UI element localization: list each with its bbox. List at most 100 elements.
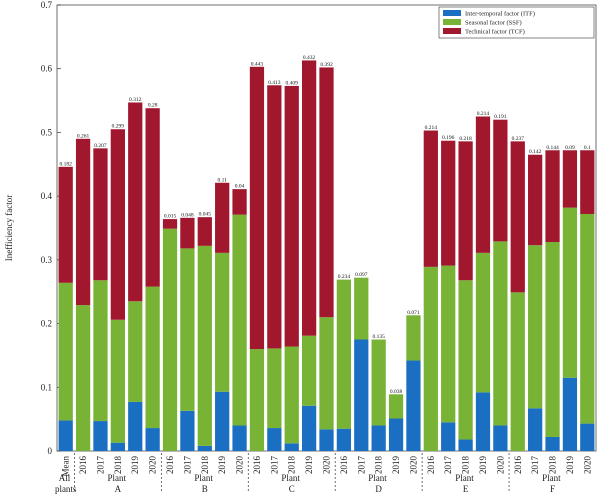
bar-segment <box>580 213 595 424</box>
value-label: 0.218 <box>459 136 472 142</box>
bar-segment <box>75 305 91 451</box>
bar-segment <box>75 138 91 306</box>
y-tick-label: 0.5 <box>41 127 53 137</box>
y-tick-label: 0.3 <box>41 255 53 265</box>
x-tick-label: 2018 <box>200 456 210 475</box>
x-tick-label: 2016 <box>78 456 88 475</box>
value-label: 0.045 <box>199 212 212 218</box>
x-tick-label: 2017 <box>269 456 279 475</box>
bar-segment <box>319 317 334 430</box>
x-tick-label: 2016 <box>165 456 175 475</box>
bar-segment <box>580 423 595 451</box>
bar-segment <box>267 85 282 349</box>
bar-segment <box>93 421 108 451</box>
value-label: 0.071 <box>407 310 420 316</box>
y-tick-label: 0.1 <box>41 382 52 392</box>
bar-segment <box>284 346 299 444</box>
x-tick-label: 2020 <box>408 456 418 475</box>
value-label: 0.299 <box>112 124 125 130</box>
x-tick-label: 2018 <box>548 456 558 475</box>
value-label: 0.182 <box>60 161 73 167</box>
bar-segment <box>354 339 369 451</box>
bar-segment <box>423 130 438 267</box>
value-label: 0.191 <box>494 114 507 120</box>
bar-segment <box>301 60 317 336</box>
bar-segment <box>336 428 352 451</box>
x-tick-label: Mean <box>61 456 71 477</box>
bar-segment <box>162 228 178 451</box>
legend-box <box>438 6 595 39</box>
bar-segment <box>249 349 265 451</box>
bar-segment <box>475 252 491 393</box>
bar-segment <box>441 140 456 266</box>
bar-segment <box>267 428 282 451</box>
value-label: 0.048 <box>181 212 194 218</box>
bar-segment <box>110 442 125 451</box>
bar-segment <box>475 392 491 451</box>
value-label: 0.142 <box>529 149 542 155</box>
legend-label: Inter-temporal factor (ITF) <box>465 11 535 18</box>
value-label: 0.409 <box>286 80 299 86</box>
bar-segment <box>354 277 369 340</box>
legend-label: Seasonal factor (SSF) <box>465 20 522 27</box>
y-tick-label: 0.7 <box>41 0 53 10</box>
bar-segment <box>475 116 491 253</box>
bar-segment <box>336 279 352 429</box>
group-label: Plant D <box>368 473 389 494</box>
value-label: 0.11 <box>217 177 227 183</box>
x-tick-label: 2018 <box>287 456 297 475</box>
value-label: 0.443 <box>251 61 264 67</box>
group-label: Plant A <box>107 473 128 494</box>
y-axis-label: Inefficiency factor <box>4 195 14 262</box>
bar-segment <box>493 425 508 451</box>
bar-segment <box>215 252 230 392</box>
x-tick-label: 2020 <box>322 456 332 475</box>
y-tick-label: 0.2 <box>41 319 52 329</box>
bar-segment <box>267 348 282 429</box>
legend-swatch <box>443 28 461 34</box>
x-tick-label: 2019 <box>565 456 575 475</box>
value-label: 0.097 <box>355 272 368 278</box>
bar-segment <box>493 119 508 242</box>
bar-segment <box>319 429 334 451</box>
value-label: 0.207 <box>94 143 107 149</box>
x-tick-label: 2016 <box>513 456 523 475</box>
bar-segment <box>562 377 578 451</box>
bar-segment <box>58 282 73 421</box>
bar-segment <box>197 217 212 246</box>
bar-segment <box>162 219 178 229</box>
bar-segment <box>128 401 143 451</box>
legend-swatch <box>443 19 461 25</box>
bar-segment <box>93 280 108 422</box>
bar-segment <box>580 150 595 214</box>
bar-segment <box>458 141 473 281</box>
bar-segment <box>232 189 247 215</box>
x-tick-label: 2019 <box>391 456 401 475</box>
x-tick-label: 2017 <box>356 456 366 475</box>
bar-segment <box>319 67 334 318</box>
bar-segment <box>371 339 386 426</box>
bar-segment <box>510 292 525 451</box>
bar-segment <box>197 445 212 451</box>
value-label: 0.237 <box>512 136 525 142</box>
bar-segment <box>562 150 578 208</box>
bar-segment <box>545 436 560 451</box>
bar-segment <box>562 207 578 378</box>
y-tick-label: 0.6 <box>41 64 53 74</box>
bar-segment <box>215 391 230 451</box>
y-tick-label: 0.4 <box>41 191 53 201</box>
x-tick-label: 2017 <box>95 456 105 475</box>
value-label: 0.28 <box>148 103 158 109</box>
bar-segment <box>128 102 143 302</box>
value-label: 0.1 <box>584 145 591 151</box>
legend-swatch <box>443 10 461 16</box>
bar-segment <box>423 266 438 451</box>
bar-segment <box>58 420 73 451</box>
value-label: 0.04 <box>235 184 245 190</box>
bar-segment <box>545 242 560 437</box>
bar-segment <box>145 428 160 451</box>
value-label: 0.234 <box>338 274 351 280</box>
x-tick-label: 2020 <box>495 456 505 475</box>
value-label: 0.392 <box>320 62 333 68</box>
